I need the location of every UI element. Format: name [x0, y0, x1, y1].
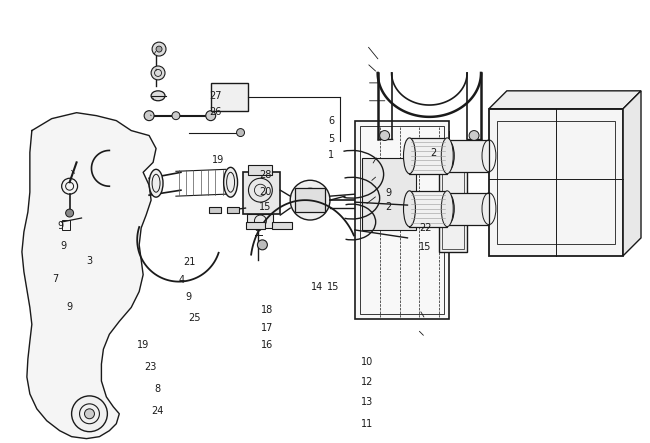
- Text: 2: 2: [430, 148, 437, 158]
- Text: 8: 8: [154, 384, 160, 394]
- Text: 27: 27: [209, 91, 222, 101]
- Bar: [489, 109, 623, 256]
- Text: 6: 6: [328, 116, 335, 126]
- Circle shape: [290, 180, 330, 220]
- Text: 5: 5: [328, 134, 335, 144]
- Ellipse shape: [440, 140, 454, 172]
- Polygon shape: [623, 91, 641, 256]
- Circle shape: [469, 131, 479, 140]
- Ellipse shape: [404, 138, 415, 174]
- Text: 2: 2: [385, 202, 391, 212]
- Text: 15: 15: [326, 282, 339, 291]
- Circle shape: [172, 112, 180, 120]
- Ellipse shape: [440, 193, 454, 225]
- Text: 9: 9: [385, 188, 391, 198]
- Ellipse shape: [149, 169, 163, 197]
- Text: 9: 9: [185, 292, 191, 302]
- Bar: [211, 83, 248, 111]
- Ellipse shape: [441, 191, 453, 227]
- Bar: [248, 165, 272, 175]
- Bar: [410, 191, 447, 227]
- Bar: [295, 188, 325, 212]
- Text: 24: 24: [151, 406, 163, 416]
- Text: 19: 19: [213, 155, 224, 165]
- Circle shape: [257, 240, 267, 250]
- Text: 9: 9: [67, 302, 73, 312]
- Ellipse shape: [404, 191, 415, 227]
- Circle shape: [156, 46, 162, 52]
- Text: 17: 17: [261, 323, 273, 333]
- Text: 15: 15: [259, 202, 272, 212]
- Polygon shape: [22, 113, 156, 439]
- Circle shape: [206, 111, 216, 120]
- Text: 26: 26: [209, 107, 222, 117]
- Text: 12: 12: [361, 377, 373, 387]
- Text: 25: 25: [188, 313, 201, 323]
- Bar: [362, 159, 417, 230]
- Bar: [209, 207, 220, 213]
- Text: 28: 28: [259, 170, 272, 180]
- Circle shape: [72, 396, 107, 431]
- Bar: [497, 120, 615, 244]
- Text: 14: 14: [311, 282, 323, 291]
- Bar: [447, 140, 489, 172]
- Bar: [248, 214, 274, 228]
- Text: 22: 22: [419, 223, 432, 233]
- Circle shape: [237, 128, 244, 136]
- Bar: [447, 193, 489, 225]
- Circle shape: [449, 207, 459, 217]
- Circle shape: [152, 42, 166, 56]
- Ellipse shape: [151, 91, 165, 101]
- Text: 11: 11: [361, 419, 373, 429]
- Ellipse shape: [441, 138, 453, 174]
- Bar: [410, 138, 447, 174]
- Circle shape: [66, 209, 73, 217]
- Text: 3: 3: [86, 256, 92, 266]
- Text: 9: 9: [57, 221, 63, 231]
- Circle shape: [447, 190, 452, 194]
- Bar: [442, 165, 464, 249]
- Text: 7: 7: [52, 274, 58, 284]
- Text: 15: 15: [419, 242, 432, 252]
- Bar: [360, 126, 444, 315]
- Text: 19: 19: [136, 340, 149, 350]
- Bar: [62, 220, 70, 230]
- Circle shape: [443, 186, 455, 198]
- Bar: [242, 172, 280, 214]
- Circle shape: [84, 409, 94, 419]
- Circle shape: [380, 131, 389, 140]
- Text: 9: 9: [60, 241, 66, 251]
- Bar: [439, 163, 467, 252]
- Text: 16: 16: [261, 340, 273, 350]
- Polygon shape: [489, 91, 641, 109]
- Text: 4: 4: [179, 275, 185, 284]
- Bar: [272, 222, 292, 229]
- Circle shape: [255, 225, 261, 231]
- Bar: [227, 207, 239, 213]
- Text: 23: 23: [144, 362, 157, 372]
- Text: 18: 18: [261, 305, 273, 315]
- Text: 10: 10: [361, 358, 373, 367]
- Bar: [246, 222, 265, 229]
- Text: 1: 1: [328, 151, 335, 160]
- Bar: [355, 120, 449, 319]
- Circle shape: [151, 66, 165, 80]
- Text: 21: 21: [183, 257, 196, 267]
- Ellipse shape: [224, 167, 237, 197]
- Text: 13: 13: [361, 397, 373, 407]
- Text: 20: 20: [259, 187, 272, 197]
- Circle shape: [144, 111, 154, 120]
